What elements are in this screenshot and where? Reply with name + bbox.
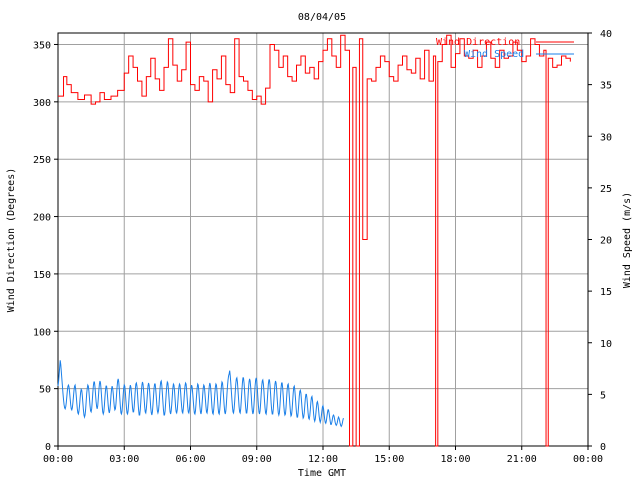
y-axis-left: 0 50 100 150 200 250 300 350	[33, 40, 58, 453]
y-axis-right: 0 5 10 15 20 25 30 35 40	[588, 29, 612, 453]
y-tick-label-right: 0	[600, 442, 606, 453]
x-tick-label: 00:00	[573, 454, 603, 465]
y-tick-label-right: 5	[600, 390, 606, 401]
y-tick-label-left: 350	[33, 40, 51, 51]
y-axis-label-right: Wind Speed (m/s)	[622, 192, 633, 288]
series-line-wind-speed	[57, 360, 344, 428]
legend: Wind Direction Wind Speed	[436, 37, 574, 60]
y-tick-label-left: 150	[33, 270, 51, 281]
x-axis-label: Time GMT	[298, 468, 346, 479]
y-tick-label-right: 20	[600, 236, 612, 247]
x-tick-label: 21:00	[507, 454, 537, 465]
x-tick-label: 09:00	[242, 454, 272, 465]
y-tick-label-right: 25	[600, 184, 612, 195]
series-layer	[57, 34, 571, 447]
y-tick-label-left: 100	[33, 327, 51, 338]
y-tick-label-left: 0	[45, 442, 51, 453]
x-tick-label: 03:00	[109, 454, 139, 465]
y-tick-label-right: 30	[600, 132, 612, 143]
series-line-wind-direction	[58, 34, 571, 447]
grid	[58, 33, 588, 446]
y-tick-label-left: 200	[33, 213, 51, 224]
y-tick-label-right: 10	[600, 339, 612, 350]
y-tick-label-left: 250	[33, 155, 51, 166]
y-tick-label-right: 40	[600, 29, 612, 40]
x-tick-label: 00:00	[43, 454, 73, 465]
y-tick-label-right: 35	[600, 81, 612, 92]
x-tick-label: 18:00	[440, 454, 470, 465]
y-axis-label-left: Wind Direction (Degrees)	[6, 168, 17, 313]
chart-title: 08/04/05	[298, 12, 346, 23]
y-tick-label-left: 50	[39, 385, 51, 396]
y-tick-label-left: 300	[33, 98, 51, 109]
x-tick-label: 15:00	[374, 454, 404, 465]
x-axis: 00:00 03:00 06:00 09:00 12:00 15:00 18:00 21:00…	[43, 446, 603, 465]
legend-label-direction: Wind Direction	[436, 37, 520, 48]
legend-label-speed: Wind Speed	[464, 49, 524, 60]
x-tick-label: 06:00	[175, 454, 205, 465]
x-tick-label: 12:00	[308, 454, 338, 465]
y-tick-label-right: 15	[600, 287, 612, 298]
